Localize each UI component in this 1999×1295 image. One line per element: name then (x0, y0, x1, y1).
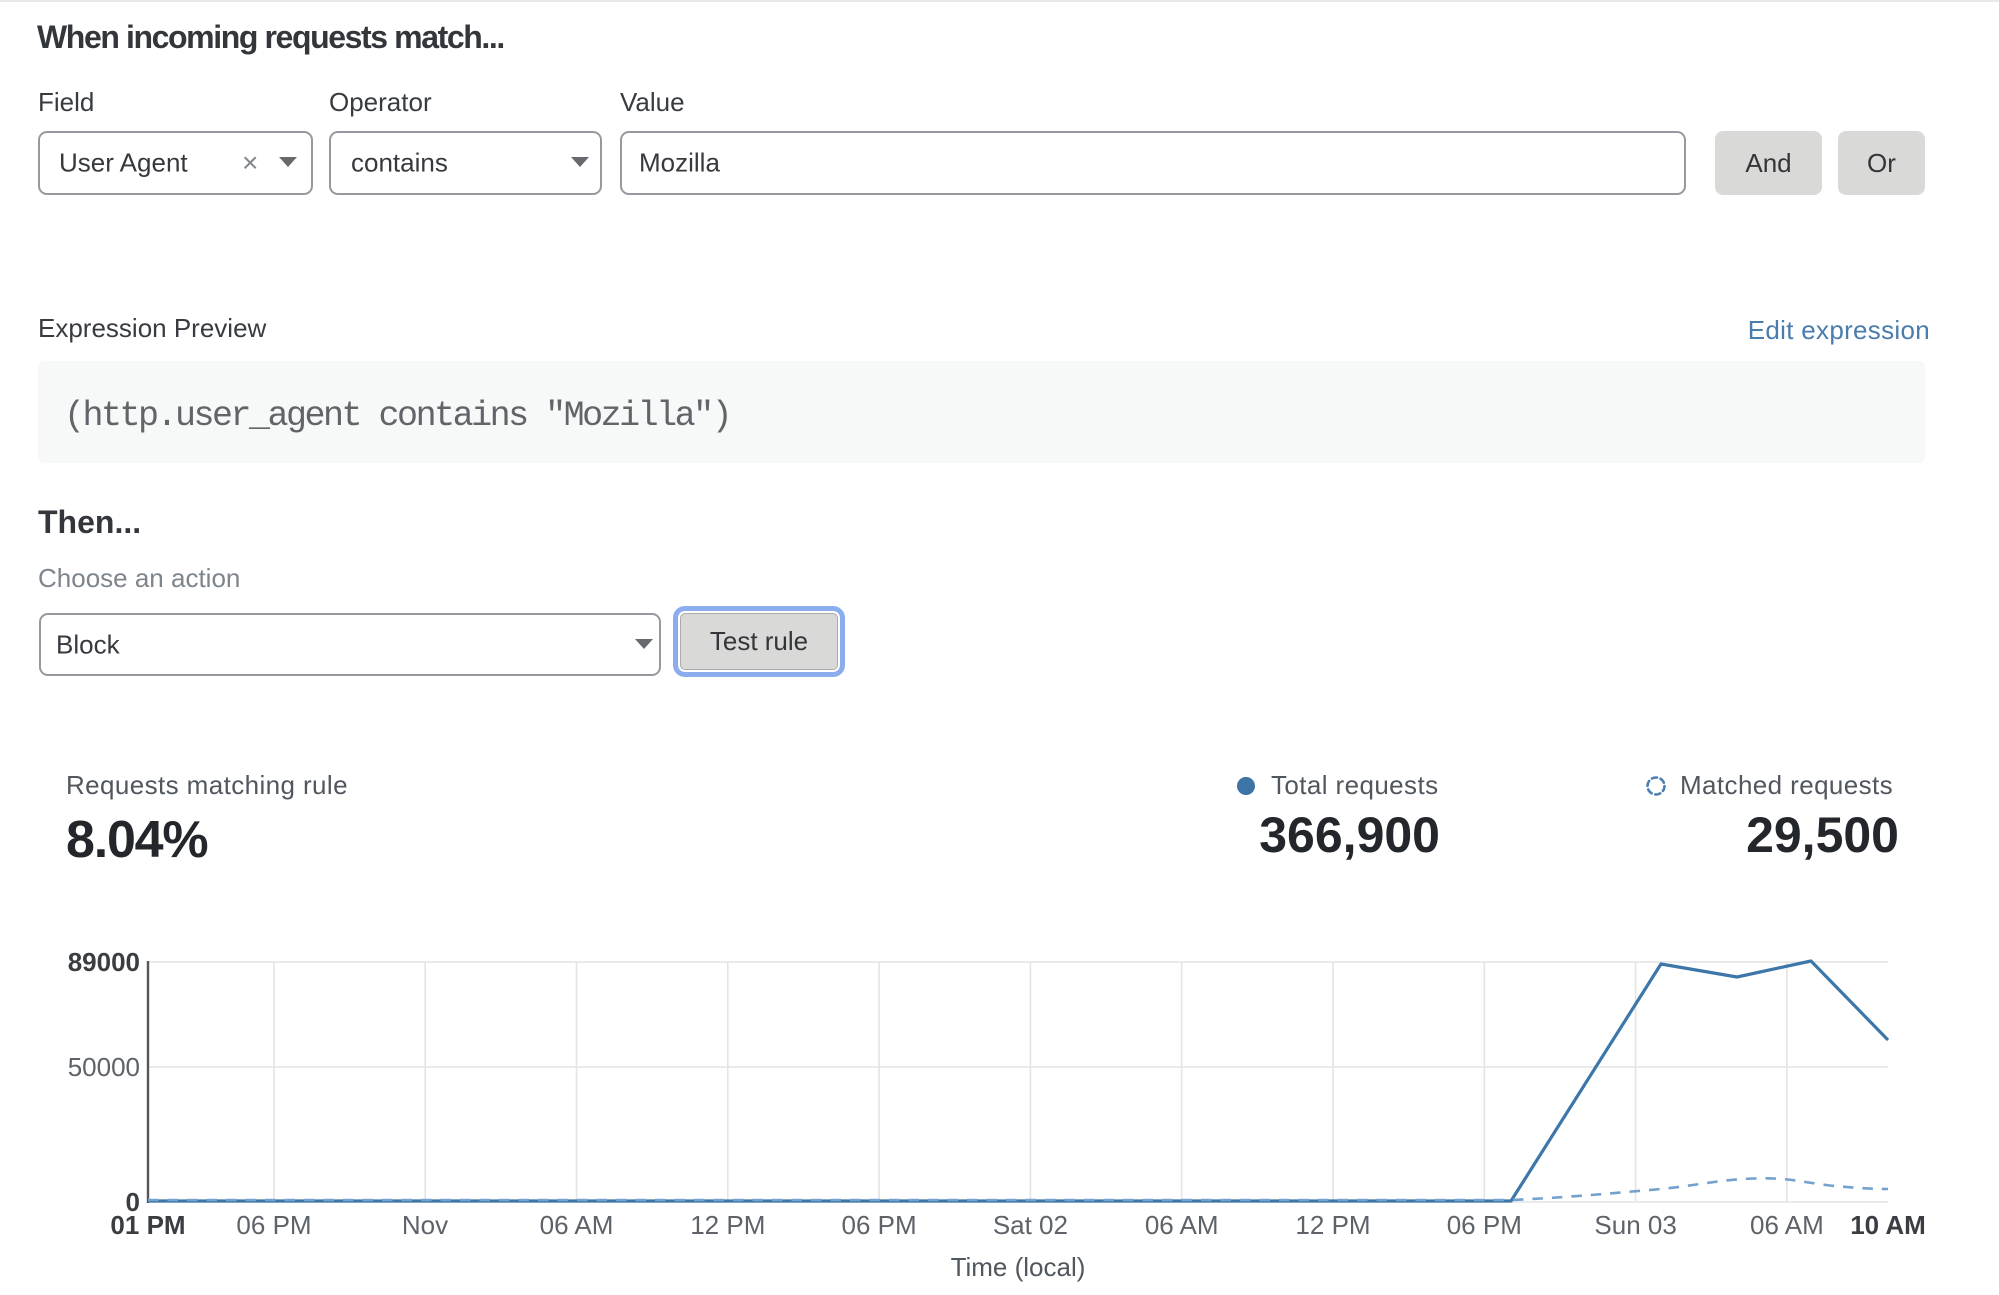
svg-text:06 PM: 06 PM (1447, 1210, 1522, 1240)
svg-text:Time (local): Time (local) (951, 1252, 1086, 1282)
svg-text:89000: 89000 (68, 947, 140, 977)
svg-text:06 PM: 06 PM (236, 1210, 311, 1240)
svg-text:01 PM: 01 PM (110, 1210, 185, 1240)
svg-text:50000: 50000 (68, 1052, 140, 1082)
svg-text:10 AM: 10 AM (1850, 1210, 1926, 1240)
svg-text:12 PM: 12 PM (1295, 1210, 1370, 1240)
svg-text:Sun 03: Sun 03 (1594, 1210, 1676, 1240)
svg-text:06 AM: 06 AM (1750, 1210, 1824, 1240)
svg-text:0: 0 (126, 1187, 140, 1217)
svg-text:Sat 02: Sat 02 (993, 1210, 1068, 1240)
svg-text:06 AM: 06 AM (1145, 1210, 1219, 1240)
svg-text:12 PM: 12 PM (690, 1210, 765, 1240)
svg-text:06 AM: 06 AM (540, 1210, 614, 1240)
svg-text:06 PM: 06 PM (842, 1210, 917, 1240)
svg-text:Nov: Nov (402, 1210, 448, 1240)
